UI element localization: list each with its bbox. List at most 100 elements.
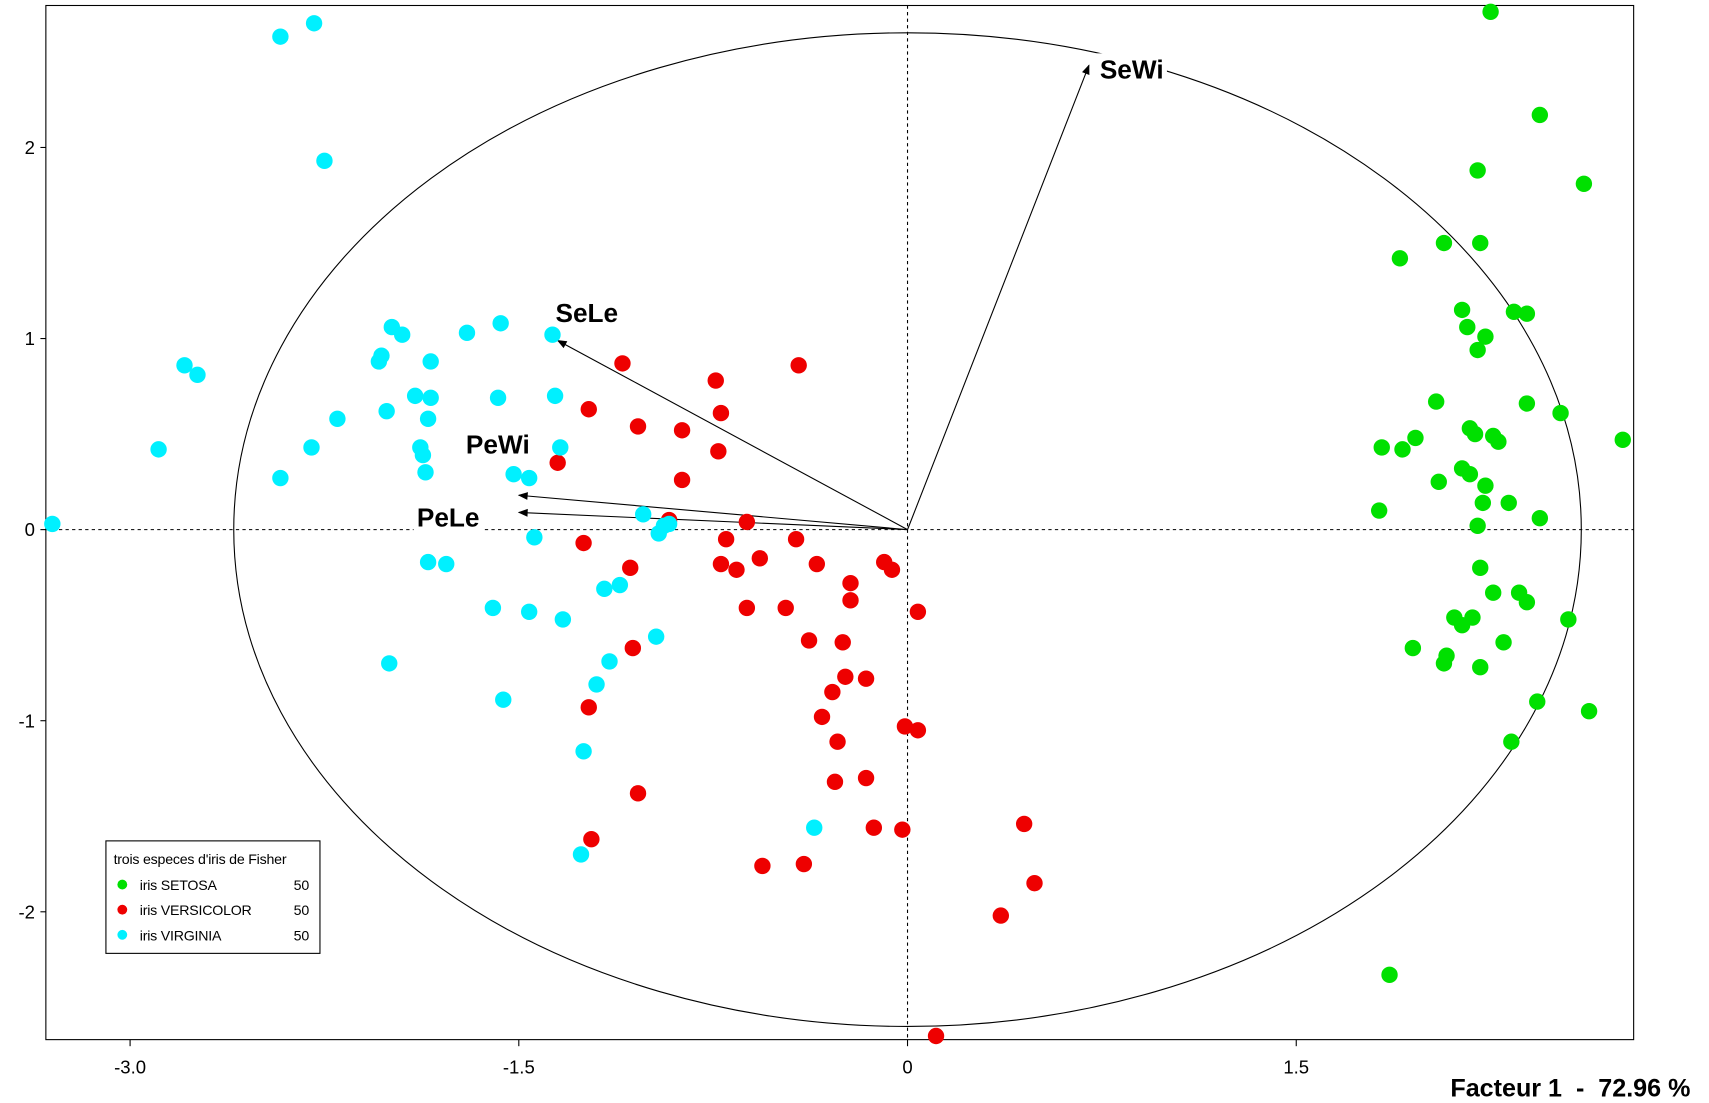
point-virginia — [419, 410, 437, 427]
point-virginia — [189, 366, 206, 384]
point-virginia — [303, 439, 320, 456]
point-versicolor — [707, 372, 724, 389]
point-setosa — [1531, 509, 1549, 527]
legend-count-setosa: 50 — [294, 878, 310, 894]
point-versicolor — [894, 821, 911, 838]
point-setosa — [1500, 494, 1517, 512]
point-versicolor — [829, 733, 846, 750]
point-virginia — [419, 553, 437, 571]
point-versicolor — [580, 699, 597, 716]
point-versicolor — [1015, 815, 1033, 833]
legend-count-versicolor: 50 — [294, 903, 310, 919]
point-virginia — [546, 387, 564, 405]
point-setosa — [1407, 429, 1424, 447]
point-versicolor — [673, 422, 691, 439]
variable-vectors-layer: SeWi SeLe PeWi PeLe — [413, 53, 1167, 534]
legend: trois especes d'iris de Fisher iris SETO… — [105, 840, 321, 954]
point-virginia — [505, 466, 522, 483]
point-virginia — [650, 525, 667, 542]
point-versicolor — [842, 592, 859, 609]
point-versicolor — [583, 830, 600, 848]
y-tick-label: -1 — [18, 710, 35, 731]
point-setosa — [1435, 234, 1453, 252]
point-setosa — [1474, 494, 1492, 512]
point-setosa — [1485, 584, 1502, 601]
vector-label-sele: SeLe — [555, 298, 618, 328]
point-versicolor — [717, 530, 735, 548]
point-versicolor — [787, 530, 805, 548]
point-versicolor — [795, 855, 813, 873]
point-virginia — [406, 387, 424, 405]
point-versicolor — [865, 819, 883, 836]
point-virginia — [596, 580, 613, 598]
point-versicolor — [728, 561, 745, 578]
point-virginia — [393, 326, 411, 343]
point-setosa — [1404, 639, 1422, 657]
point-virginia — [806, 819, 823, 836]
vector-arrow-pele — [517, 508, 908, 531]
point-versicolor — [614, 355, 631, 372]
point-setosa — [1391, 250, 1409, 267]
point-versicolor — [575, 534, 592, 552]
legend-label-versicolor: iris VERSICOLOR — [140, 903, 252, 919]
point-setosa — [1472, 234, 1489, 252]
point-virginia — [370, 353, 388, 370]
point-versicolor — [754, 857, 771, 875]
point-virginia — [422, 353, 439, 370]
point-versicolor — [1026, 874, 1043, 892]
point-setosa — [1552, 404, 1569, 422]
point-virginia — [489, 389, 507, 406]
point-setosa — [1518, 395, 1536, 412]
point-setosa — [1469, 162, 1486, 179]
point-virginia — [378, 402, 395, 420]
point-setosa — [1453, 616, 1471, 634]
point-versicolor — [842, 574, 859, 592]
point-versicolor — [927, 1027, 945, 1045]
vector-arrow-pewi — [517, 492, 908, 531]
point-versicolor — [909, 722, 927, 739]
point-versicolor — [580, 401, 597, 418]
point-versicolor — [629, 785, 647, 802]
point-versicolor — [992, 907, 1010, 924]
point-setosa — [1490, 433, 1507, 450]
axes-layer: -3.0 -1.5 0 1.5 2 1 0 -1 -2 — [18, 5, 1634, 1077]
legend-label-virginia: iris VIRGINIA — [140, 928, 222, 944]
point-versicolor — [710, 443, 727, 460]
x-axis-title: Facteur 1 - 72.96 % — [1450, 1074, 1690, 1102]
point-versicolor — [813, 708, 831, 726]
point-setosa — [1482, 3, 1499, 20]
point-setosa — [1453, 301, 1471, 319]
point-setosa — [1518, 305, 1536, 322]
vector-arrow-sele — [556, 339, 908, 531]
point-setosa — [1477, 477, 1494, 494]
point-virginia — [381, 655, 398, 672]
point-virginia — [176, 357, 193, 374]
x-tick-label: 0 — [902, 1056, 912, 1077]
point-virginia — [417, 464, 434, 481]
point-versicolor — [826, 773, 844, 791]
point-virginia — [150, 441, 167, 458]
legend-marker-versicolor — [117, 904, 128, 915]
point-setosa — [1575, 175, 1593, 192]
vector-label-pele: PeLe — [417, 503, 480, 533]
vector-label-background — [552, 296, 622, 329]
point-versicolor — [622, 559, 639, 577]
point-setosa — [1381, 966, 1398, 984]
point-versicolor — [712, 555, 730, 573]
legend-marker-setosa — [117, 879, 128, 890]
point-virginia — [44, 515, 61, 533]
point-virginia — [438, 555, 455, 573]
point-virginia — [329, 410, 346, 427]
vector-arrow-sewi — [907, 64, 1090, 530]
point-versicolor — [738, 513, 756, 531]
point-versicolor — [549, 454, 566, 471]
point-virginia — [588, 676, 605, 693]
y-tick-label: 1 — [25, 328, 35, 349]
point-setosa — [1373, 439, 1390, 456]
point-versicolor — [738, 599, 756, 617]
point-virginia — [316, 152, 333, 170]
x-tick-label: 1.5 — [1283, 1056, 1309, 1077]
point-versicolor — [624, 639, 642, 657]
y-tick-label: -2 — [18, 901, 35, 922]
point-virginia — [601, 653, 618, 670]
